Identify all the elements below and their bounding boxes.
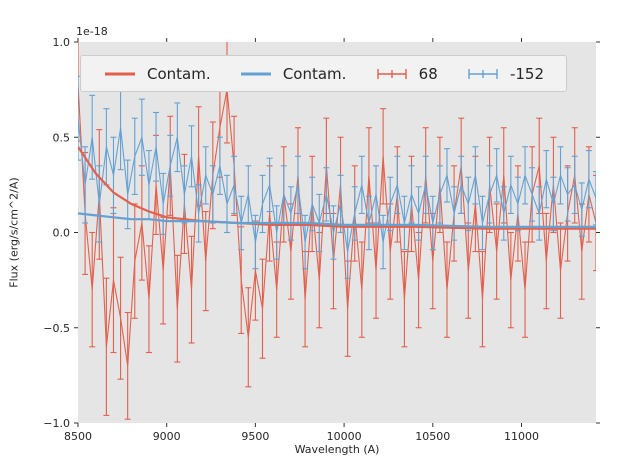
series-layer [78, 42, 596, 420]
legend-item-label: -152 [509, 64, 544, 83]
legend-item: Contam. [103, 65, 211, 83]
red-errorbar-sample-icon [375, 66, 409, 82]
x-tick-label: 11000 [504, 430, 539, 443]
red-line-sample-icon [103, 66, 137, 82]
legend-item: Contam. [239, 64, 347, 83]
x-tick-label: 10000 [327, 430, 362, 443]
y-axis-label: Flux (erg/s/cm^2/A) [7, 177, 21, 288]
x-tick-label: 10500 [415, 430, 450, 443]
y-tick-label: 0.0 [53, 227, 71, 240]
x-axis-label: Wavelength (A) [294, 443, 380, 456]
x-tick-label: 9500 [241, 430, 269, 443]
legend-item: -152 [466, 65, 544, 83]
legend-item-label: 68 [418, 64, 438, 83]
y-offset-text: 1e-18 [76, 25, 108, 38]
blue-errorbar-sample-icon [466, 66, 500, 82]
legend: Contam. Contam. 68 -152 [80, 55, 567, 92]
blue-line-sample-icon [239, 66, 273, 82]
y-tick-label: 1.0 [53, 36, 71, 49]
x-tick-label: 8500 [64, 430, 92, 443]
contam-line-series [78, 212, 596, 228]
legend-item-label: Contam. [282, 64, 347, 83]
legend-item-label: Contam. [147, 64, 211, 83]
x-tick-label: 9000 [153, 430, 181, 443]
legend-item: 68 [375, 65, 438, 83]
y-tick-label: −1.0 [43, 417, 70, 430]
ticks [74, 38, 600, 427]
y-tick-label: 0.5 [53, 131, 71, 144]
y-tick-label: −0.5 [43, 322, 70, 335]
